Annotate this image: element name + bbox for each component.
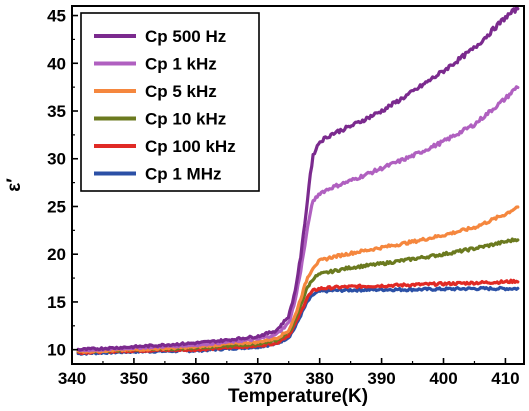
y-tick-label: 20 (47, 245, 66, 264)
series-line-cp-100-khz (76, 278, 520, 356)
x-tick-label: 380 (305, 369, 333, 388)
legend: Cp 500 Hz Cp 1 kHz Cp 5 kHz Cp 10 kHz Cp 100… (80, 12, 260, 192)
legend-label-cp-5-khz: Cp 5 kHz (145, 82, 217, 101)
legend-box (80, 12, 260, 192)
ticks-layer: 340 350 360 370 380 390 400 410 10 15 20 25 30 35 40 45 (47, 7, 520, 388)
y-axis-label: ε′ (4, 178, 25, 192)
x-tick-label: 350 (120, 369, 148, 388)
x-tick-label: 400 (429, 369, 457, 388)
series-layer (76, 5, 520, 356)
legend-label-cp-10-khz: Cp 10 kHz (145, 110, 226, 129)
y-tick-label: 10 (47, 341, 66, 360)
y-tick-label: 45 (47, 7, 66, 26)
series-line-cp-10-khz (76, 237, 520, 354)
legend-label-cp-1-mhz: Cp 1 MHz (145, 165, 222, 184)
x-tick-label: 390 (367, 369, 395, 388)
legend-label-cp-500-hz: Cp 500 Hz (145, 27, 226, 46)
y-tick-label: 30 (47, 150, 66, 169)
y-tick-label: 40 (47, 54, 66, 73)
y-tick-label: 35 (47, 102, 66, 121)
y-tick-label: 15 (47, 293, 66, 312)
legend-label-cp-100-khz: Cp 100 kHz (145, 137, 236, 156)
x-axis-label: Temperature(K) (228, 386, 368, 407)
x-tick-label: 370 (244, 369, 272, 388)
series-line-cp-500-hz (76, 5, 520, 352)
legend-label-cp-1-khz: Cp 1 kHz (145, 55, 217, 74)
series-line-cp-1-khz (76, 85, 520, 353)
y-tick-label: 25 (47, 197, 66, 216)
x-tick-label: 360 (182, 369, 210, 388)
x-tick-label: 410 (491, 369, 519, 388)
plot-frame (71, 5, 525, 365)
x-tick-label: 340 (58, 369, 86, 388)
